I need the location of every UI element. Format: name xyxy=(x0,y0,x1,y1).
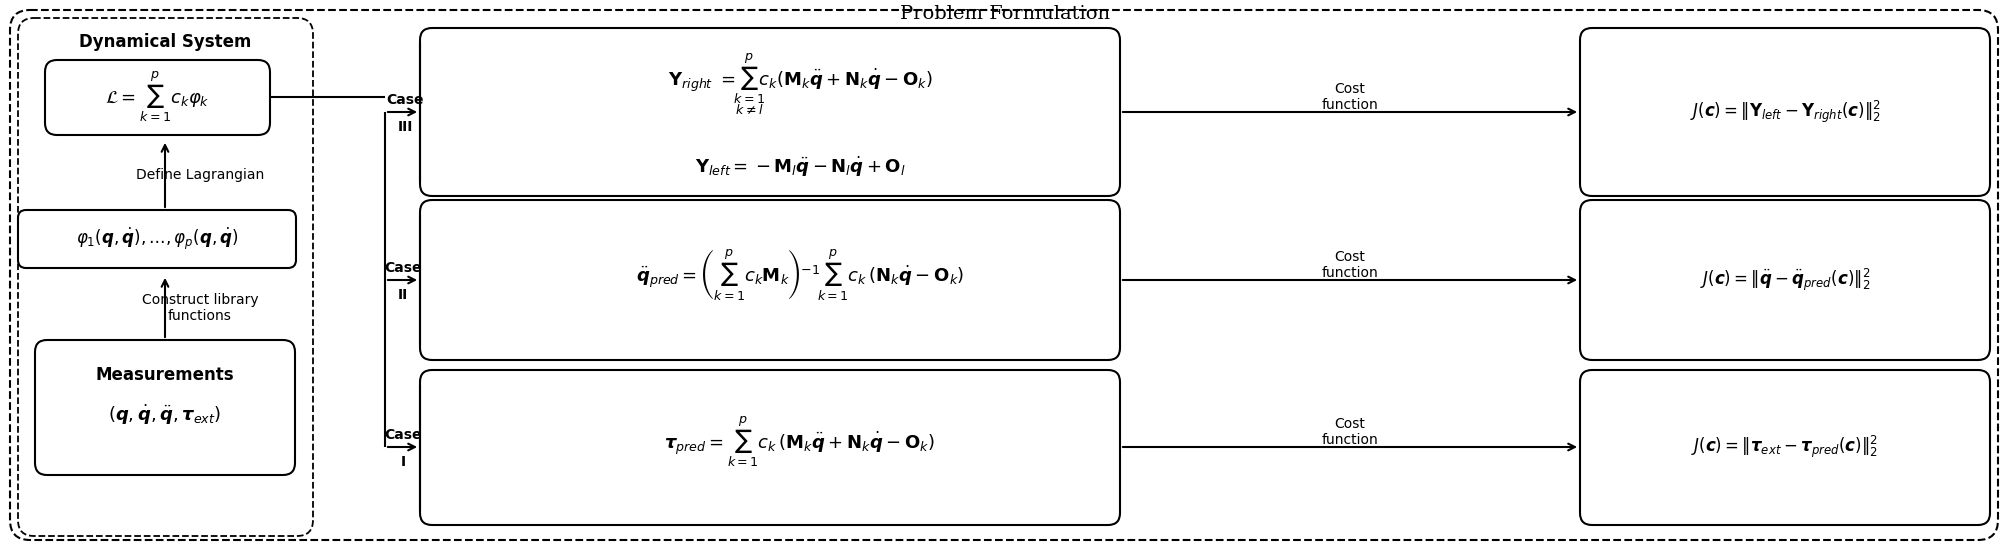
FancyBboxPatch shape xyxy=(420,370,1120,525)
Text: $J(\boldsymbol{c}) = \|\mathbf{Y}_{left} - \mathbf{Y}_{right}(\boldsymbol{c})\|_: $J(\boldsymbol{c}) = \|\mathbf{Y}_{left}… xyxy=(1690,99,1881,125)
Text: Measurements: Measurements xyxy=(96,366,235,384)
Text: $\varphi_1(\boldsymbol{q},\dot{\boldsymbol{q}}),\ldots,\varphi_p(\boldsymbol{q},: $\varphi_1(\boldsymbol{q},\dot{\boldsymb… xyxy=(76,226,239,252)
Text: Cost
function: Cost function xyxy=(1323,82,1379,112)
Text: Dynamical System: Dynamical System xyxy=(78,33,251,51)
FancyBboxPatch shape xyxy=(18,210,295,268)
FancyBboxPatch shape xyxy=(420,200,1120,360)
Text: Construct library
functions: Construct library functions xyxy=(141,293,259,323)
Text: $\mathbf{Y}_{right}\ =\!\!\sum_{\substack{k=1\\k\neq l}}^{p}\!\! c_k(\mathbf{M}_: $\mathbf{Y}_{right}\ =\!\!\sum_{\substac… xyxy=(667,51,933,117)
FancyBboxPatch shape xyxy=(1580,200,1990,360)
Text: I: I xyxy=(400,455,406,469)
Text: $J(\boldsymbol{c}) = \|\ddot{\boldsymbol{q}} - \ddot{\boldsymbol{q}}_{pred}(\bol: $J(\boldsymbol{c}) = \|\ddot{\boldsymbol… xyxy=(1700,267,1869,293)
FancyBboxPatch shape xyxy=(18,18,314,536)
FancyBboxPatch shape xyxy=(1580,370,1990,525)
Text: $\ddot{\boldsymbol{q}}_{pred} = \left(\sum_{k=1}^{p} c_k\mathbf{M}_k\right)^{-1}: $\ddot{\boldsymbol{q}}_{pred} = \left(\s… xyxy=(635,248,965,302)
Text: $\boldsymbol{\tau}_{pred} = \sum_{k=1}^{p} c_k\,(\mathbf{M}_k\ddot{\boldsymbol{q: $\boldsymbol{\tau}_{pred} = \sum_{k=1}^{… xyxy=(665,415,935,469)
Text: Case: Case xyxy=(386,93,424,107)
Text: Cost
function: Cost function xyxy=(1323,250,1379,280)
Text: Cost
function: Cost function xyxy=(1323,417,1379,447)
Text: Case: Case xyxy=(384,261,422,275)
Text: III: III xyxy=(398,120,412,134)
Text: $J(\boldsymbol{c}) = \|\boldsymbol{\tau}_{ext} - \boldsymbol{\tau}_{pred}(\bolds: $J(\boldsymbol{c}) = \|\boldsymbol{\tau}… xyxy=(1692,434,1879,460)
FancyBboxPatch shape xyxy=(420,28,1120,196)
Text: $(\boldsymbol{q}, \dot{\boldsymbol{q}}, \ddot{\boldsymbol{q}}, \boldsymbol{\tau}: $(\boldsymbol{q}, \dot{\boldsymbol{q}}, … xyxy=(109,403,221,427)
Text: $\mathcal{L} = \sum_{k=1}^{p} c_k \varphi_k$: $\mathcal{L} = \sum_{k=1}^{p} c_k \varph… xyxy=(105,70,209,124)
Text: Define Lagrangian: Define Lagrangian xyxy=(137,168,263,182)
FancyBboxPatch shape xyxy=(34,340,295,475)
Text: Problem Formulation: Problem Formulation xyxy=(900,5,1110,23)
Text: $\mathbf{Y}_{left} = -\mathbf{M}_l\ddot{\boldsymbol{q}} - \mathbf{N}_l\dot{\bold: $\mathbf{Y}_{left} = -\mathbf{M}_l\ddot{… xyxy=(695,155,904,179)
FancyBboxPatch shape xyxy=(44,60,269,135)
FancyBboxPatch shape xyxy=(10,10,1998,540)
Text: Case: Case xyxy=(384,428,422,442)
FancyBboxPatch shape xyxy=(1580,28,1990,196)
Text: II: II xyxy=(398,288,408,302)
